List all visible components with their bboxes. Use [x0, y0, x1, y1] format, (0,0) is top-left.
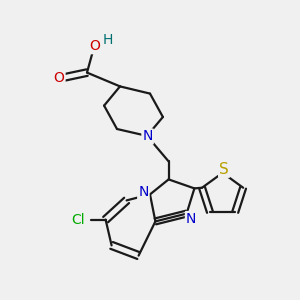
Text: Cl: Cl [71, 213, 85, 226]
Text: N: N [142, 130, 153, 143]
Text: H: H [103, 33, 113, 47]
Text: O: O [54, 71, 64, 85]
Text: O: O [90, 39, 101, 53]
Text: S: S [219, 162, 229, 177]
Text: N: N [186, 212, 196, 226]
Text: N: N [138, 185, 148, 199]
